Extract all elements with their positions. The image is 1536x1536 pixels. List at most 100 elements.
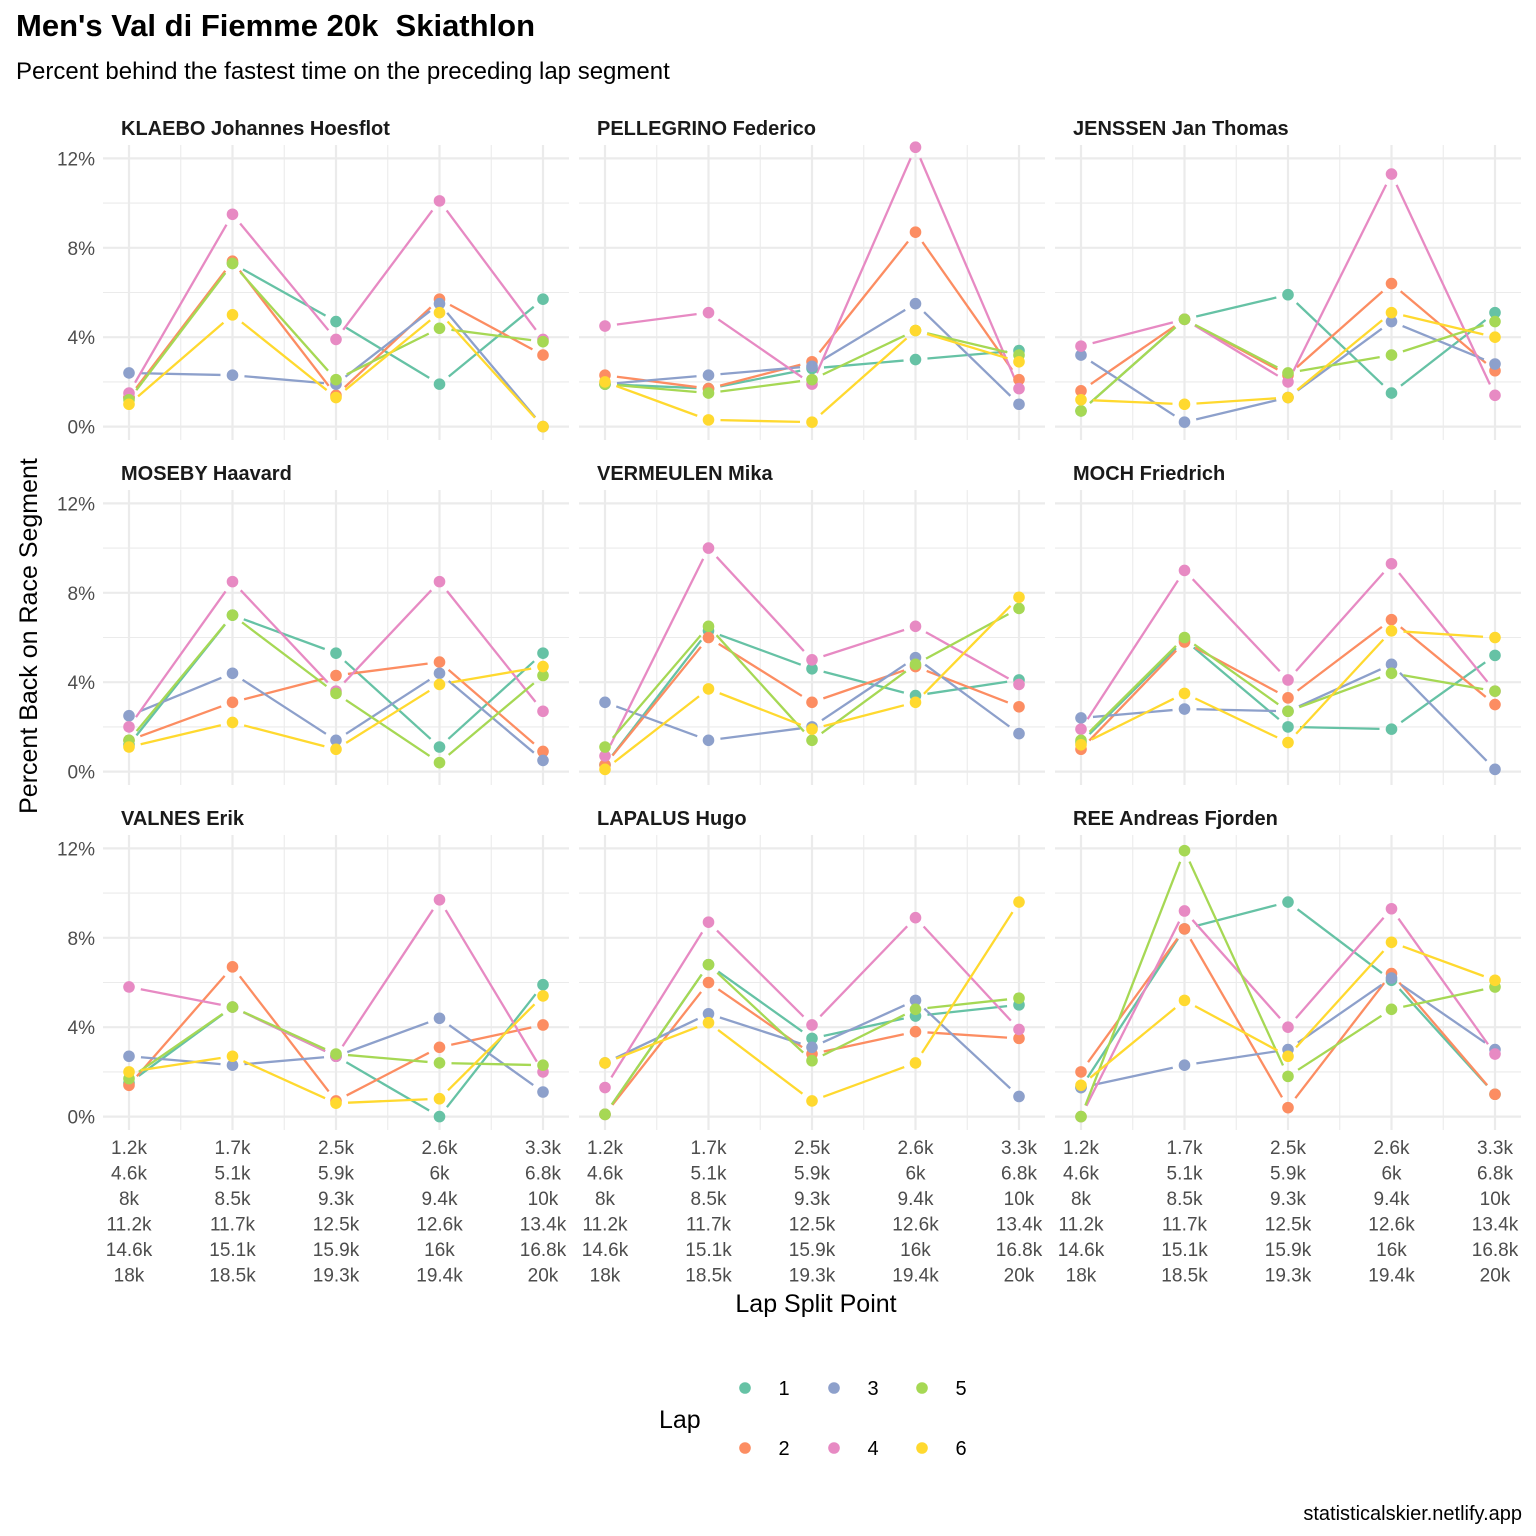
series-line-segment <box>341 909 434 1047</box>
data-point <box>702 620 715 633</box>
data-point <box>1282 1070 1294 1083</box>
series-line-segment <box>717 970 803 1033</box>
data-point <box>909 994 922 1007</box>
data-point <box>330 391 342 404</box>
data-point <box>1178 313 1191 326</box>
data-point <box>1385 972 1398 984</box>
series-line-segment <box>135 270 227 389</box>
series-line-segment <box>822 1004 906 1044</box>
data-point <box>599 741 611 753</box>
facet-title: MOSEBY Haavard <box>121 463 292 485</box>
facet-panel: VERMEULEN Mika <box>579 463 1045 785</box>
data-point <box>226 257 239 270</box>
series-line-segment <box>1086 938 1179 1079</box>
data-point <box>1489 389 1501 402</box>
data-point <box>433 894 446 906</box>
data-point <box>1385 658 1398 671</box>
series-line-segment <box>927 1031 1008 1039</box>
series-line-segment <box>1091 697 1175 741</box>
series-line-segment <box>1296 327 1383 392</box>
data-point <box>123 721 135 733</box>
facet-panel: JENSSEN Jan Thomas <box>1055 118 1521 440</box>
series-line-segment <box>822 1013 906 1057</box>
series-line-segment <box>239 589 329 684</box>
data-point <box>123 709 135 722</box>
series-line-segment <box>1395 184 1491 385</box>
series-line-segment <box>720 369 801 388</box>
data-point <box>226 716 239 729</box>
series-line-segment <box>823 359 904 369</box>
facet-panels: KLAEBO Johannes Hoesflot 0% 4% 8% 12% PELLEGR… <box>57 118 1521 1130</box>
data-point <box>1385 613 1398 626</box>
series-line-segment <box>921 911 1014 1054</box>
series-line-segment <box>1188 861 1285 1066</box>
data-point <box>806 1095 818 1107</box>
data-point <box>1282 1050 1294 1063</box>
data-point <box>1489 1048 1501 1060</box>
data-point <box>1282 736 1294 749</box>
data-point <box>433 1092 446 1105</box>
data-point <box>537 978 549 991</box>
legend-key <box>739 1442 751 1454</box>
data-point <box>330 647 342 659</box>
series-line-segment <box>347 662 428 676</box>
series-line-segment <box>243 724 325 748</box>
series-line-segment <box>615 384 698 417</box>
facet-title: VALNES Erik <box>121 808 245 830</box>
data-point <box>702 306 715 319</box>
series-line-segment <box>1090 325 1176 385</box>
series-line-segment <box>343 589 433 684</box>
series-line-segment <box>1399 672 1488 762</box>
series-line-segment <box>823 670 905 694</box>
series-line-segment <box>719 1016 801 1045</box>
series-line-segment <box>1194 1005 1278 1052</box>
data-point <box>806 723 818 735</box>
chart-title: Men's Val di Fiemme 20k Skiathlon <box>16 8 536 43</box>
legend-label: 6 <box>955 1438 966 1460</box>
data-point <box>330 743 342 756</box>
data-point <box>537 990 549 1002</box>
legend-label: 1 <box>778 1378 789 1400</box>
series-line-segment <box>346 1021 429 1054</box>
series-line-segment <box>1400 626 1487 698</box>
series-line-segment <box>1397 917 1489 1045</box>
data-point <box>1489 974 1501 987</box>
series-line-segment <box>140 372 221 377</box>
series-line-segment <box>1295 638 1385 735</box>
data-point <box>537 349 549 361</box>
data-point <box>537 705 549 718</box>
series-line-segment <box>919 157 1016 379</box>
data-point <box>1178 631 1191 644</box>
data-point <box>226 575 239 588</box>
series-line-segment <box>244 1056 325 1066</box>
series-line-segment <box>715 634 805 733</box>
data-point <box>537 669 549 682</box>
data-point <box>123 981 135 993</box>
data-point <box>1282 692 1294 704</box>
series-line-segment <box>720 418 801 424</box>
data-point <box>1282 674 1294 686</box>
series-line-segment <box>1297 983 1383 1044</box>
series-line-segment <box>717 318 803 379</box>
series-line-segment <box>243 618 326 651</box>
data-point <box>226 208 239 221</box>
data-point <box>909 1025 922 1038</box>
data-point <box>1075 1079 1087 1092</box>
data-point <box>1013 382 1025 395</box>
series-line-segment <box>719 633 802 666</box>
legend-key <box>916 1442 928 1454</box>
series-line-segment <box>239 271 329 372</box>
series-line-segment <box>823 704 905 728</box>
x-tick-label: 3.3k 6.8k 10k 13.4k 16.8k 20k <box>996 1138 1043 1287</box>
series-line-segment <box>616 313 697 326</box>
y-tick-label: 12% <box>57 149 95 170</box>
facet-title: JENSSEN Jan Thomas <box>1073 118 1289 140</box>
series-line-segment <box>243 677 325 701</box>
data-point <box>599 1108 611 1121</box>
data-point <box>1489 315 1501 328</box>
data-point <box>330 1048 342 1060</box>
data-point <box>909 658 922 671</box>
data-point <box>537 745 549 758</box>
data-point <box>702 387 715 399</box>
data-point <box>702 1007 715 1020</box>
